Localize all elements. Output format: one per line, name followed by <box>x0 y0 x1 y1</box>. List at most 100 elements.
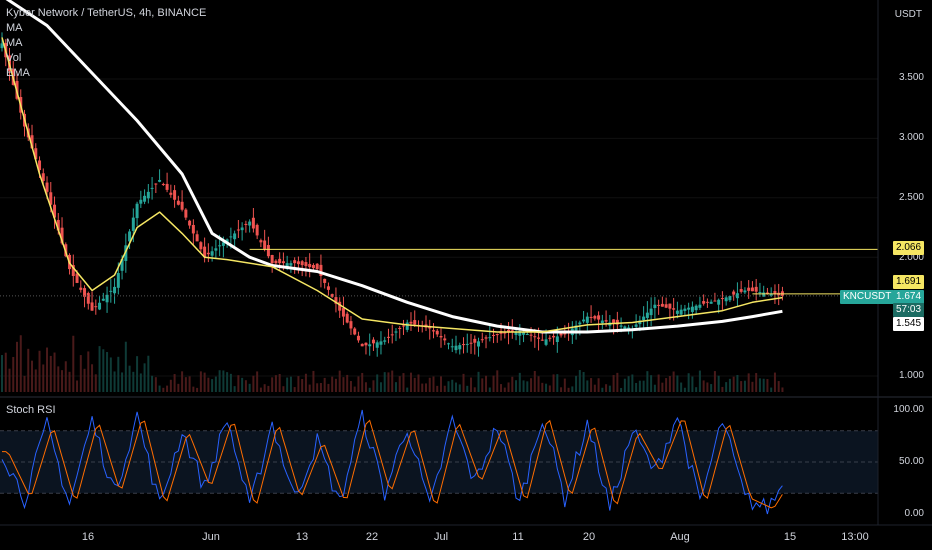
volume-bar <box>485 375 488 392</box>
indicator-vol[interactable]: Vol <box>6 52 22 64</box>
volume-bar <box>53 352 56 392</box>
volume-bar <box>76 380 79 392</box>
volume-bar <box>488 387 491 392</box>
indicator-ema[interactable]: EMA <box>6 67 30 79</box>
candle-body <box>266 245 270 257</box>
candle-body <box>349 321 353 329</box>
indicator-ma-2[interactable]: MA <box>6 37 23 49</box>
candle-body <box>274 260 278 264</box>
volume-bar <box>672 371 675 392</box>
volume-bar <box>128 365 131 392</box>
time-tick: Aug <box>670 531 690 543</box>
level-mid-tag: 1.691 <box>893 275 925 289</box>
volume-bar <box>432 376 435 392</box>
price-tick: 2.500 <box>898 192 924 203</box>
candle-body <box>86 293 90 304</box>
candle-body <box>672 308 676 310</box>
volume-bar <box>132 371 135 392</box>
volume-bar <box>552 374 555 392</box>
volume-bar <box>503 387 506 392</box>
candle-body <box>135 203 139 219</box>
candle-body <box>465 343 469 345</box>
stoch-rsi-pane[interactable] <box>0 409 878 515</box>
stoch-rsi-label[interactable]: Stoch RSI <box>6 404 56 416</box>
indicator-ma-1[interactable]: MA <box>6 22 23 34</box>
volume-bar <box>158 385 161 392</box>
candle-body <box>240 227 244 231</box>
candle-body <box>131 217 135 231</box>
volume-bar <box>267 385 270 392</box>
ma-value-tag: 1.545 <box>893 317 925 331</box>
candle-body <box>510 330 514 333</box>
candle-body <box>559 332 563 336</box>
volume-bar <box>665 378 668 392</box>
candle-body <box>165 183 169 190</box>
volume-bar <box>46 347 49 392</box>
candle-body <box>687 307 691 310</box>
volume-bar <box>515 380 518 392</box>
candle-body <box>612 319 616 324</box>
candle-body <box>705 301 709 303</box>
volume-bar <box>301 378 304 392</box>
candle-body <box>176 200 180 205</box>
time-tick: Jul <box>433 531 449 543</box>
volume-bar <box>421 383 424 392</box>
volume-bar <box>27 348 30 392</box>
candle-body <box>289 263 293 266</box>
volume-bar <box>717 375 720 392</box>
candle-body <box>60 227 64 244</box>
volume-bar <box>64 361 67 392</box>
candle-body <box>143 195 147 202</box>
volume-bar <box>162 387 165 392</box>
volume-bar <box>623 378 626 392</box>
candle-body <box>743 290 747 293</box>
candle-body <box>345 313 349 323</box>
candle-body <box>341 308 345 317</box>
candle-body <box>386 336 390 338</box>
candle-body <box>244 223 248 225</box>
price-pane[interactable] <box>0 0 878 392</box>
volume-bar <box>203 372 206 392</box>
candle-body <box>735 293 739 299</box>
volume-bar <box>755 373 758 392</box>
volume-bar <box>383 372 386 392</box>
volume-bar <box>781 387 784 392</box>
candle-body <box>713 300 717 302</box>
candle-body <box>184 209 188 218</box>
time-tick: 13 <box>295 531 309 543</box>
candle-body <box>375 342 379 348</box>
volume-bar <box>289 376 292 392</box>
volume-bar <box>398 376 401 392</box>
volume-bar <box>447 381 450 392</box>
volume-bar <box>312 370 315 392</box>
volume-bar <box>443 385 446 392</box>
candle-body <box>278 258 282 264</box>
volume-bar <box>139 373 142 392</box>
candle-body <box>645 312 649 318</box>
candle-body <box>739 289 743 292</box>
price-tick: 3.500 <box>898 72 924 83</box>
volume-bar <box>758 378 761 392</box>
volume-bar <box>582 371 585 392</box>
volume-bar <box>713 371 716 392</box>
volume-bar <box>642 380 645 392</box>
candle-body <box>413 320 417 325</box>
candle-body <box>555 336 559 343</box>
volume-bar <box>16 341 19 392</box>
volume-bar <box>541 382 544 392</box>
volume-bar <box>680 382 683 392</box>
volume-bar <box>233 386 236 392</box>
volume-bar <box>342 377 345 392</box>
symbol-title[interactable]: Kyber Network / TetherUS, 4h, BINANCE <box>6 7 207 19</box>
candle-body <box>544 339 548 345</box>
candle-body <box>540 339 544 341</box>
volume-bar <box>473 387 476 392</box>
time-tick: 11 <box>512 531 524 543</box>
volume-bar <box>229 373 232 392</box>
level-high-tag: 2.066 <box>893 241 925 255</box>
volume-bar <box>732 376 735 392</box>
volume-bar <box>635 383 638 392</box>
candle-body <box>462 344 466 346</box>
ema-line <box>1 37 783 333</box>
